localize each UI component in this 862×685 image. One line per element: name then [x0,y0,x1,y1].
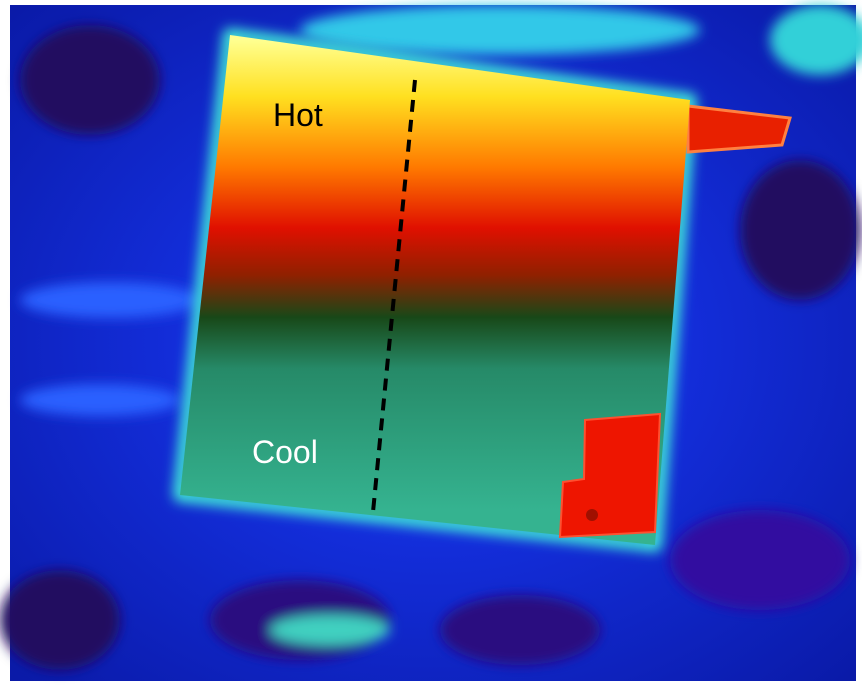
light-blob [20,282,200,318]
light-blob [20,384,180,416]
component-hole [586,509,598,521]
thermal-image: Hot Cool [0,0,862,685]
dark-blob [0,570,120,670]
hot-label: Hot [273,97,323,133]
dark-blob [670,510,850,610]
light-blob [270,615,390,645]
page: {"labels": {"hot": "Hot", "cool": "Cool"… [0,0,862,685]
dark-blob [740,160,860,300]
dark-blob [20,25,160,135]
cool-label: Cool [252,434,318,470]
dark-blob [440,595,600,665]
